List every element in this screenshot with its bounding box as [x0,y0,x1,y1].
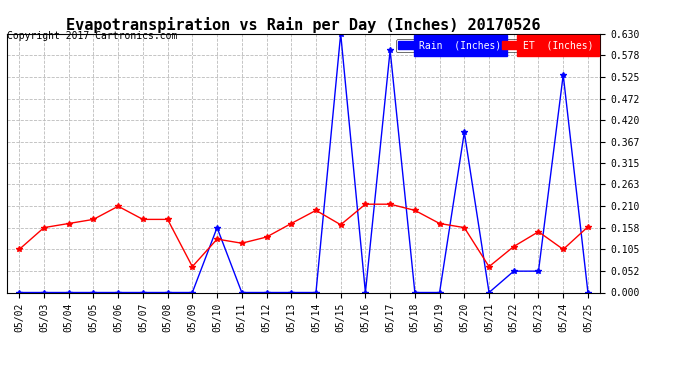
Text: Copyright 2017 Cartronics.com: Copyright 2017 Cartronics.com [7,32,177,41]
Title: Evapotranspiration vs Rain per Day (Inches) 20170526: Evapotranspiration vs Rain per Day (Inch… [66,16,541,33]
Legend: Rain  (Inches), ET  (Inches): Rain (Inches), ET (Inches) [396,39,595,53]
